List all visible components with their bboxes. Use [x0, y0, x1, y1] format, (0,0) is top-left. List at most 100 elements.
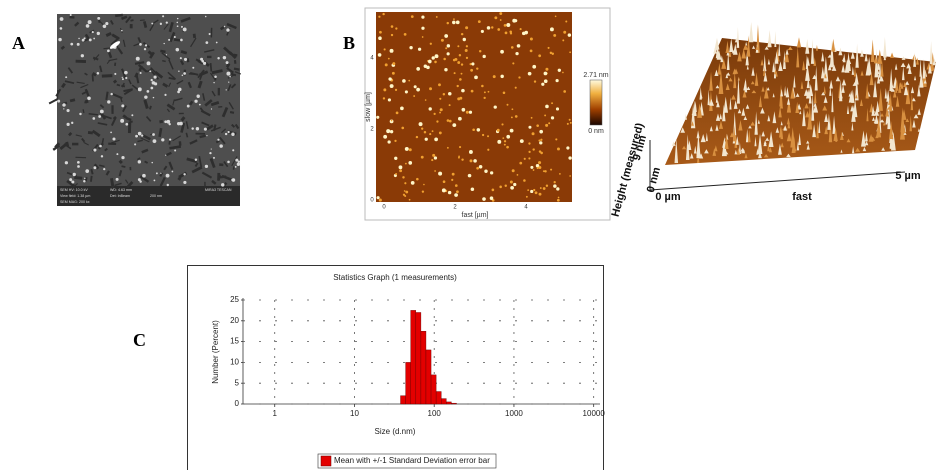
afm-spike: [737, 51, 742, 62]
sem-grain: [173, 145, 182, 150]
afm-particle: [478, 49, 482, 53]
sem-particle: [173, 35, 176, 39]
afm-spike: [737, 108, 742, 114]
afm-particle: [536, 166, 539, 170]
sem-grain: [118, 159, 123, 165]
sem-particle: [109, 41, 121, 49]
sem-particle: [79, 112, 82, 116]
sem-grain: [75, 59, 87, 64]
afm-particle: [446, 119, 450, 122]
sem-particle: [234, 165, 237, 168]
afm-spike: [743, 80, 748, 91]
sem-grain: [176, 79, 184, 85]
sem-info: WD: 4.63 mm: [110, 188, 132, 192]
sem-particle: [198, 103, 201, 106]
afm-spike: [732, 43, 738, 55]
afm-particle: [533, 80, 537, 83]
panel-label: C: [133, 330, 146, 350]
afm-particle: [510, 185, 514, 190]
afm-spike: [772, 111, 777, 124]
sem-particle: [183, 72, 186, 75]
afm-particle: [413, 95, 416, 97]
afm-particle: [387, 57, 390, 60]
afm-spike: [900, 62, 906, 68]
afm-particle: [482, 54, 486, 59]
sem-particle: [66, 122, 70, 126]
afm-spike: [786, 117, 790, 125]
afm-particle: [446, 44, 451, 48]
afm-particle: [504, 31, 508, 35]
afm-spike: [846, 105, 850, 115]
afm-spike: [783, 125, 787, 131]
sem-grain: [220, 128, 227, 134]
sem-particle: [213, 81, 215, 84]
afm-particle: [398, 165, 403, 170]
sem-grain: [213, 124, 217, 131]
sem-particle: [217, 138, 220, 141]
bar: [410, 310, 417, 405]
sem-grain: [119, 97, 123, 103]
afm-spike: [714, 145, 718, 152]
afm-spike: [860, 49, 864, 57]
afm-spike: [748, 125, 752, 129]
afm-spike: [828, 119, 833, 143]
afm-particle: [476, 166, 480, 170]
sem-particle: [165, 173, 170, 178]
y-tick-label: 25: [230, 295, 239, 304]
sem-info: View field: 1.38 µm: [60, 194, 90, 198]
afm-particle: [456, 190, 459, 194]
afm-particle: [448, 119, 452, 123]
afm-particle: [499, 19, 502, 21]
sem-particle: [210, 108, 213, 110]
sem-particle: [174, 149, 177, 152]
sem-particle: [115, 177, 119, 181]
afm-spike: [726, 50, 730, 56]
afm-particle: [502, 137, 505, 140]
afm-spike: [744, 153, 748, 159]
sem-particle: [221, 183, 225, 187]
afm-spike: [780, 121, 783, 126]
afm-particle: [538, 192, 542, 196]
afm-spike: [812, 74, 817, 79]
sem-grain: [121, 15, 128, 20]
afm-spike: [732, 68, 737, 75]
sem-particle: [166, 119, 171, 124]
sem-particle: [97, 16, 101, 20]
sem-grain: [210, 101, 220, 107]
afm-particle: [421, 36, 424, 38]
bar: [451, 402, 457, 405]
sem-grain: [130, 19, 134, 22]
sem-grain: [123, 88, 133, 93]
afm-spike: [705, 132, 708, 142]
afm-spike: [746, 65, 749, 70]
afm-particle: [389, 129, 394, 134]
sem-grain: [160, 49, 166, 54]
sem-particle: [69, 178, 73, 182]
sem-grain: [233, 59, 237, 64]
afm-particle: [421, 26, 425, 30]
sem-particle: [63, 108, 65, 110]
sem-grain: [67, 67, 74, 74]
afm-spike: [704, 149, 709, 154]
afm-particle: [426, 65, 430, 70]
afm-spike: [738, 120, 743, 131]
afm-particle: [483, 96, 486, 100]
afm-particle: [509, 128, 514, 133]
sem-particle: [85, 24, 90, 28]
sem-grain: [185, 132, 189, 138]
sem-grain: [140, 137, 150, 143]
afm-spike: [806, 126, 809, 130]
sem-particle: [175, 47, 180, 52]
afm-particle: [404, 162, 407, 165]
sem-grain: [206, 124, 214, 131]
afm-spike: [715, 44, 720, 59]
afm-spike: [806, 89, 811, 99]
sem-particle: [222, 55, 227, 60]
afm-particle: [569, 51, 572, 54]
afm-particle: [503, 143, 506, 146]
sem-grain: [168, 161, 174, 170]
afm-particle: [501, 123, 504, 126]
afm-particle: [459, 96, 463, 100]
sem-grain: [167, 71, 177, 80]
sem-grain: [108, 142, 117, 145]
